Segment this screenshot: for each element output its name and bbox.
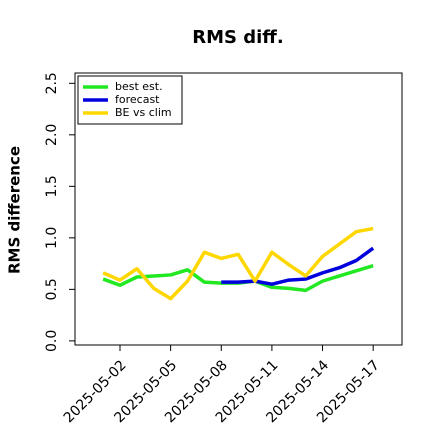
y-axis-label: RMS difference (6, 146, 24, 274)
chart-title: RMS diff. (192, 27, 283, 48)
legend-label: BE vs clim (115, 106, 172, 119)
y-tick-label: 2.5 (44, 72, 60, 94)
y-tick-label: 0.5 (44, 278, 60, 300)
y-tick-label: 0.0 (44, 330, 60, 352)
y-tick-label: 2.0 (44, 124, 60, 146)
plot-frame (74, 72, 403, 346)
series-line (221, 246, 375, 286)
y-tick-label: 1.5 (44, 175, 60, 197)
legend-label: best est. (115, 80, 163, 93)
y-tick-label: 1.0 (44, 227, 60, 249)
series-line (102, 226, 374, 301)
legend-label: forecast (115, 93, 160, 106)
